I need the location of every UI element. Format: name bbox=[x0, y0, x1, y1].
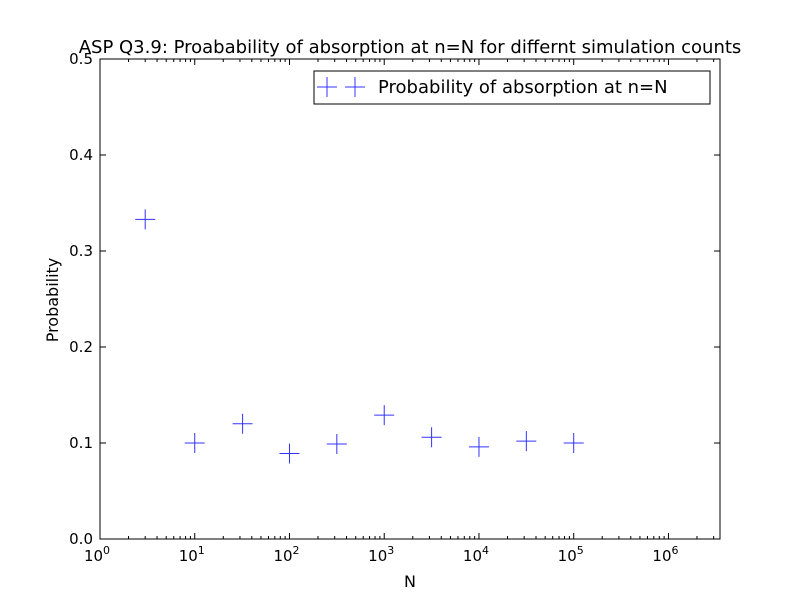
data-point bbox=[516, 431, 537, 452]
x-tick-exponent: 6 bbox=[672, 544, 679, 557]
data-point bbox=[279, 443, 300, 464]
x-tick-exponent: 0 bbox=[103, 544, 110, 557]
legend-label: Probability of absorption at n=N bbox=[378, 77, 668, 98]
chart-title: ASP Q3.9: Proabability of absorption at … bbox=[79, 37, 742, 58]
y-tick-label: 0.0 bbox=[69, 530, 93, 548]
data-point bbox=[326, 433, 347, 454]
data-point bbox=[374, 405, 395, 426]
plot-frame bbox=[99, 58, 721, 540]
x-tick-label: 104 bbox=[463, 544, 489, 565]
y-axis-label: Probability bbox=[43, 258, 62, 343]
data-point bbox=[421, 427, 442, 448]
y-tick-label: 0.4 bbox=[69, 146, 93, 164]
x-tick-exponent: 3 bbox=[387, 544, 394, 557]
plot-area bbox=[99, 58, 721, 540]
x-tick-label: 101 bbox=[179, 544, 205, 565]
legend-marker-symbol bbox=[317, 77, 337, 97]
data-point bbox=[232, 413, 253, 434]
legend-marker bbox=[317, 77, 365, 97]
data-point bbox=[184, 433, 205, 453]
x-tick-label: 105 bbox=[558, 544, 584, 565]
legend-box bbox=[313, 70, 711, 105]
data-point bbox=[135, 209, 156, 230]
data-point bbox=[468, 436, 489, 457]
y-tick-label: 0.5 bbox=[69, 50, 93, 68]
legend-marker-symbol bbox=[345, 77, 365, 97]
x-tick-label: 102 bbox=[273, 544, 299, 565]
y-tick-label: 0.2 bbox=[69, 338, 93, 356]
legend: Probability of absorption at n=N bbox=[313, 70, 711, 105]
y-tick-label: 0.3 bbox=[69, 242, 93, 260]
x-tick-exponent: 5 bbox=[577, 544, 584, 557]
x-axis-label: N bbox=[404, 572, 416, 591]
x-tick-exponent: 1 bbox=[198, 544, 205, 557]
data-series bbox=[135, 209, 584, 464]
y-tick-label: 0.1 bbox=[69, 434, 93, 452]
data-point bbox=[563, 433, 584, 453]
x-tick-label: 106 bbox=[652, 544, 678, 565]
x-tick-exponent: 2 bbox=[293, 544, 300, 557]
x-tick-exponent: 4 bbox=[482, 544, 489, 557]
x-tick-label: 103 bbox=[368, 544, 394, 565]
